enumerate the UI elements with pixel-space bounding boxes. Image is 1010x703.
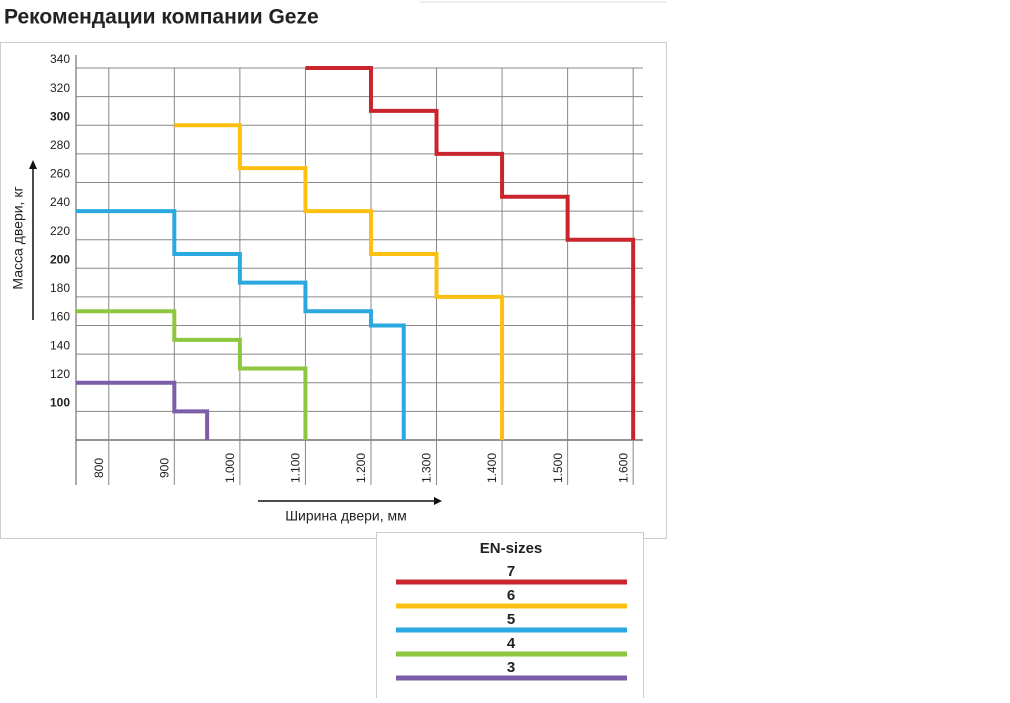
x-tick-label: 1.600 bbox=[616, 453, 630, 483]
y-tick-label: 260 bbox=[50, 167, 70, 181]
x-tick-label: 800 bbox=[92, 458, 106, 478]
y-tick-label: 280 bbox=[50, 138, 70, 152]
chart-frame bbox=[0, 42, 667, 539]
x-tick-label: 900 bbox=[157, 458, 171, 478]
y-tick-label: 300 bbox=[50, 109, 70, 123]
x-tick-label: 1.300 bbox=[420, 453, 434, 483]
legend-title: EN-sizes bbox=[480, 540, 543, 557]
x-tick-label: 1.500 bbox=[551, 453, 565, 483]
y-tick-label: 220 bbox=[50, 224, 70, 238]
legend-label: 7 bbox=[507, 563, 515, 580]
x-axis-label: Ширина двери, мм bbox=[285, 508, 407, 524]
y-tick-label: 140 bbox=[50, 338, 70, 352]
x-tick-label: 1.200 bbox=[354, 453, 368, 483]
legend-label: 5 bbox=[507, 611, 515, 628]
y-arrowhead bbox=[29, 160, 37, 169]
x-tick-label: 1.000 bbox=[223, 453, 237, 483]
y-tick-label: 100 bbox=[50, 396, 70, 410]
y-tick-label: 160 bbox=[50, 310, 70, 324]
legend-label: 4 bbox=[507, 635, 516, 652]
step-line bbox=[174, 123, 505, 440]
step-line bbox=[76, 380, 210, 440]
y-tick-label: 340 bbox=[50, 52, 70, 66]
legend-label: 6 bbox=[507, 587, 515, 604]
y-tick-label: 240 bbox=[50, 195, 70, 209]
x-arrowhead bbox=[434, 497, 442, 505]
x-tick-label: 1.400 bbox=[485, 453, 499, 483]
legend-label: 3 bbox=[507, 659, 515, 676]
x-tick-label: 1.100 bbox=[289, 453, 303, 483]
y-tick-label: 120 bbox=[50, 367, 70, 381]
y-tick-label: 180 bbox=[50, 281, 70, 295]
y-tick-label: 320 bbox=[50, 81, 70, 95]
y-tick-label: 200 bbox=[50, 252, 70, 266]
step-line bbox=[76, 209, 406, 440]
step-line bbox=[305, 66, 636, 440]
legend-box bbox=[376, 532, 644, 703]
y-axis-label: Масса двери, кг bbox=[10, 186, 26, 289]
step-line bbox=[76, 309, 308, 440]
chart-title: Рекомендации компании Geze bbox=[4, 6, 319, 29]
